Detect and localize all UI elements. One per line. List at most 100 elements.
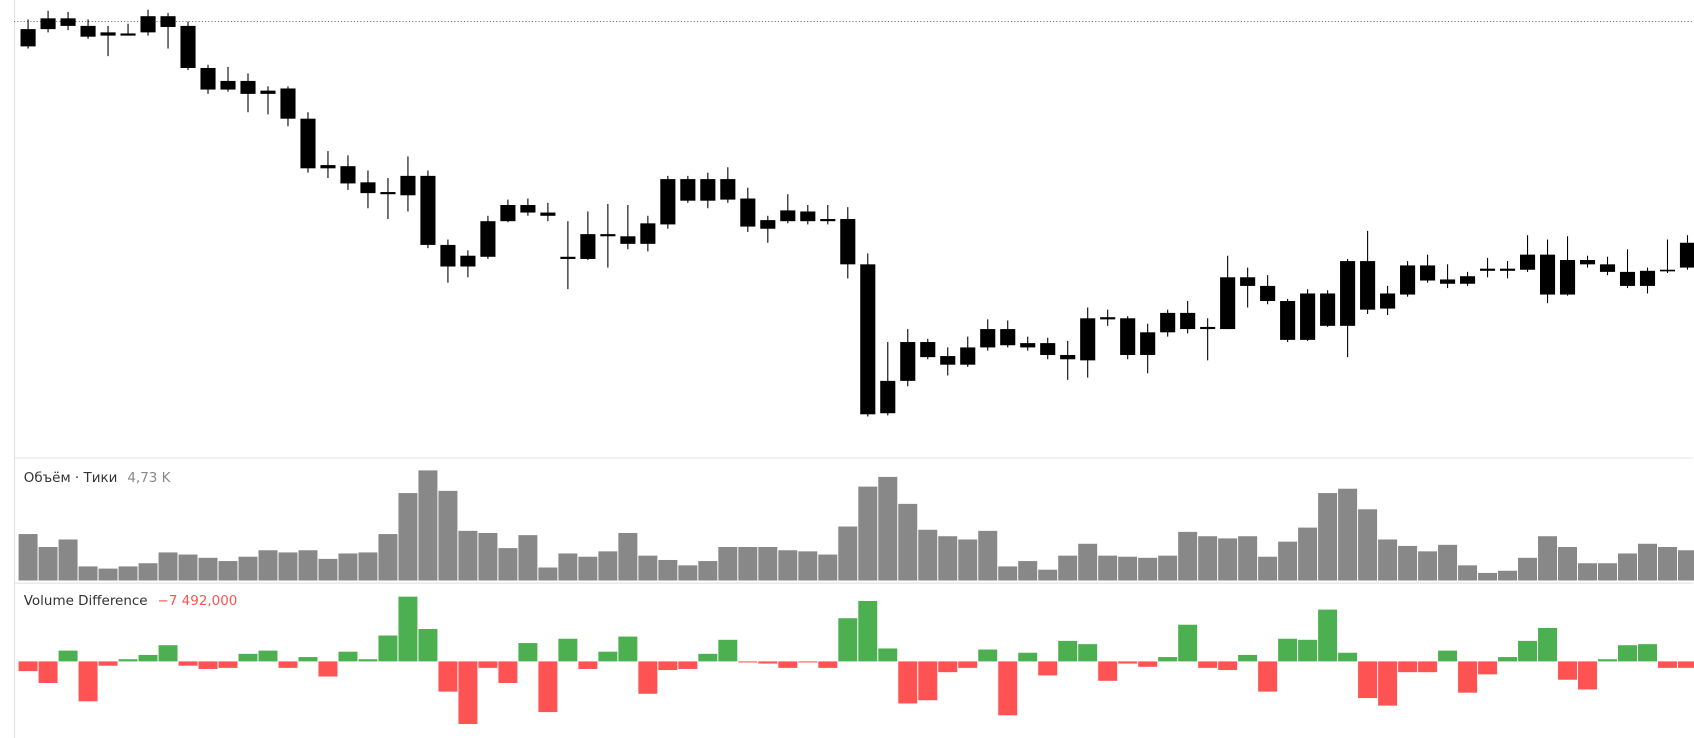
bar [938,536,958,581]
bar [738,661,758,663]
bar [158,552,178,581]
bar [818,554,838,581]
candle-body [1500,268,1516,271]
bar [438,490,458,581]
candle-body [600,234,616,237]
bar [238,653,258,662]
bar [998,661,1018,716]
candle-body [1280,301,1296,340]
candle-body [1040,343,1056,355]
bar [1258,661,1278,692]
candle-body [240,80,256,94]
candle-body [640,223,656,244]
last-value-label: 4,73 K [127,470,171,486]
bar [458,661,478,724]
bar [358,552,378,581]
bar [338,553,358,581]
bar [1578,661,1598,690]
bar [1458,565,1478,581]
bar [938,661,958,673]
bar [858,600,878,662]
candle-body [760,220,776,229]
bar [58,650,78,662]
candle-body [1260,285,1276,302]
bar [318,558,338,581]
bar [878,476,898,581]
bar [1358,509,1378,581]
bar [698,561,718,581]
bar [258,650,278,662]
bar [1178,531,1198,581]
candle-body [160,16,176,27]
bar [338,651,358,662]
bar [1018,652,1038,662]
bar [158,645,178,662]
pane-title: Объём · Тики [24,470,118,486]
bar [478,532,498,581]
bar [278,661,298,668]
candle-body [300,118,316,169]
bar [1638,543,1657,581]
bar [398,596,418,662]
bar [838,618,858,662]
candle-body [360,182,376,194]
bar [1278,541,1298,581]
bar [658,661,678,671]
bar [1598,563,1618,581]
bar [1398,661,1418,673]
bar [1218,661,1238,671]
bar [1418,551,1438,581]
bar [118,566,138,581]
bar [178,554,198,581]
bar [1578,563,1598,581]
bar [498,548,518,581]
bar [1298,527,1318,581]
candle-body [40,18,56,30]
bar [378,635,398,662]
bar [618,532,638,581]
candle-body [1460,276,1476,284]
bar [1338,488,1358,581]
candle-body [1180,312,1196,330]
candle-body [1100,317,1116,320]
candle-body [1380,293,1396,309]
bar [878,648,898,662]
bar [1658,661,1677,668]
candle-body [340,166,356,184]
candle-body [920,342,936,358]
candle-body [1659,269,1676,272]
candle-body [1060,354,1076,360]
bar [1518,557,1538,581]
bar [1038,661,1058,676]
bar [1598,659,1618,662]
candle-body [1080,318,1096,361]
bar [1538,536,1558,581]
bar [778,550,798,581]
bar [438,661,458,692]
candle-body [200,67,216,90]
bar [1038,569,1058,581]
candle-body [520,205,536,213]
candle-body [580,234,596,259]
bar [1677,661,1694,668]
bar [1418,661,1438,673]
bar [818,661,838,668]
bar [38,661,58,683]
bar [1338,652,1358,662]
bar [358,659,378,662]
candle-body [1420,265,1436,281]
candle-body [560,256,576,259]
bar [1478,661,1498,675]
bar [1198,536,1218,581]
bar [978,530,998,581]
candle-body [1360,261,1376,310]
candle-body [980,329,996,348]
candle-body [380,192,396,195]
bar [518,535,538,581]
bar [1658,547,1677,581]
bar [1438,544,1458,581]
candle-body [800,211,816,222]
bar [78,566,98,581]
